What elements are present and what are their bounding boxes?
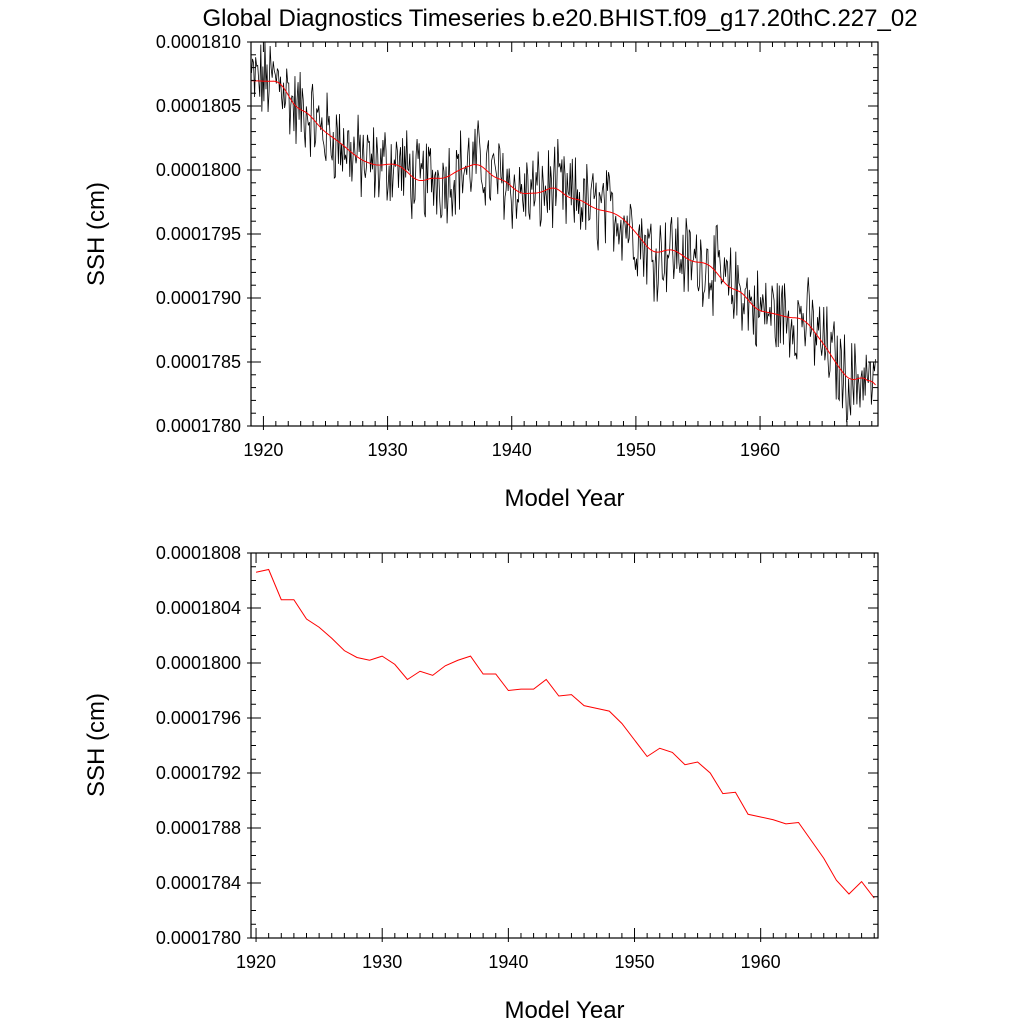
y-tick-label: 0.0001795 [156,224,241,244]
x-axis-title: Model Year [504,485,624,512]
y-tick-label: 0.0001810 [156,32,241,52]
series-line-monthly [251,42,876,423]
y-tick-label: 0.0001800 [156,653,241,673]
series-line-annual-mean [251,80,876,386]
x-tick-label: 1960 [741,952,781,972]
x-tick-label: 1950 [616,440,656,460]
y-tick-label: 0.0001780 [156,416,241,436]
y-tick-label: 0.0001790 [156,288,241,308]
plot-frame [250,41,879,427]
y-tick-label: 0.0001808 [156,543,241,563]
y-axis-title: SSH (cm) [83,693,110,797]
y-tick-label: 0.0001788 [156,818,241,838]
y-tick-label: 0.0001805 [156,96,241,116]
series-line-annual-mean [255,568,875,899]
y-tick-label: 0.0001796 [156,708,241,728]
x-tick-label: 1960 [740,440,780,460]
y-tick-label: 0.0001784 [156,873,241,893]
x-tick-label: 1930 [368,440,408,460]
x-tick-label: 1940 [492,440,532,460]
plot-frame [250,552,879,939]
y-tick-label: 0.0001804 [156,598,241,618]
y-tick-label: 0.0001792 [156,763,241,783]
x-tick-label: 1950 [614,952,654,972]
x-axis-title: Model Year [504,997,624,1024]
x-tick-label: 1940 [488,952,528,972]
y-tick-label: 0.0001800 [156,160,241,180]
x-tick-label: 1920 [243,440,283,460]
x-tick-label: 1920 [236,952,276,972]
top-plot-panel: 1920 1930 1940 1950 1960 0.0001780 0.0001785 0.… [83,32,879,512]
chart-title: Global Diagnostics Timeseries b.e20.BHIS… [202,5,917,32]
y-tick-label: 0.0001780 [156,928,241,948]
y-tick-label: 0.0001785 [156,352,241,372]
x-tick-label: 1930 [362,952,402,972]
y-axis-title: SSH (cm) [83,182,110,286]
bottom-plot-panel: 1920 1930 1940 1950 1960 0.0001780 0.0001784 0.… [83,543,879,1024]
